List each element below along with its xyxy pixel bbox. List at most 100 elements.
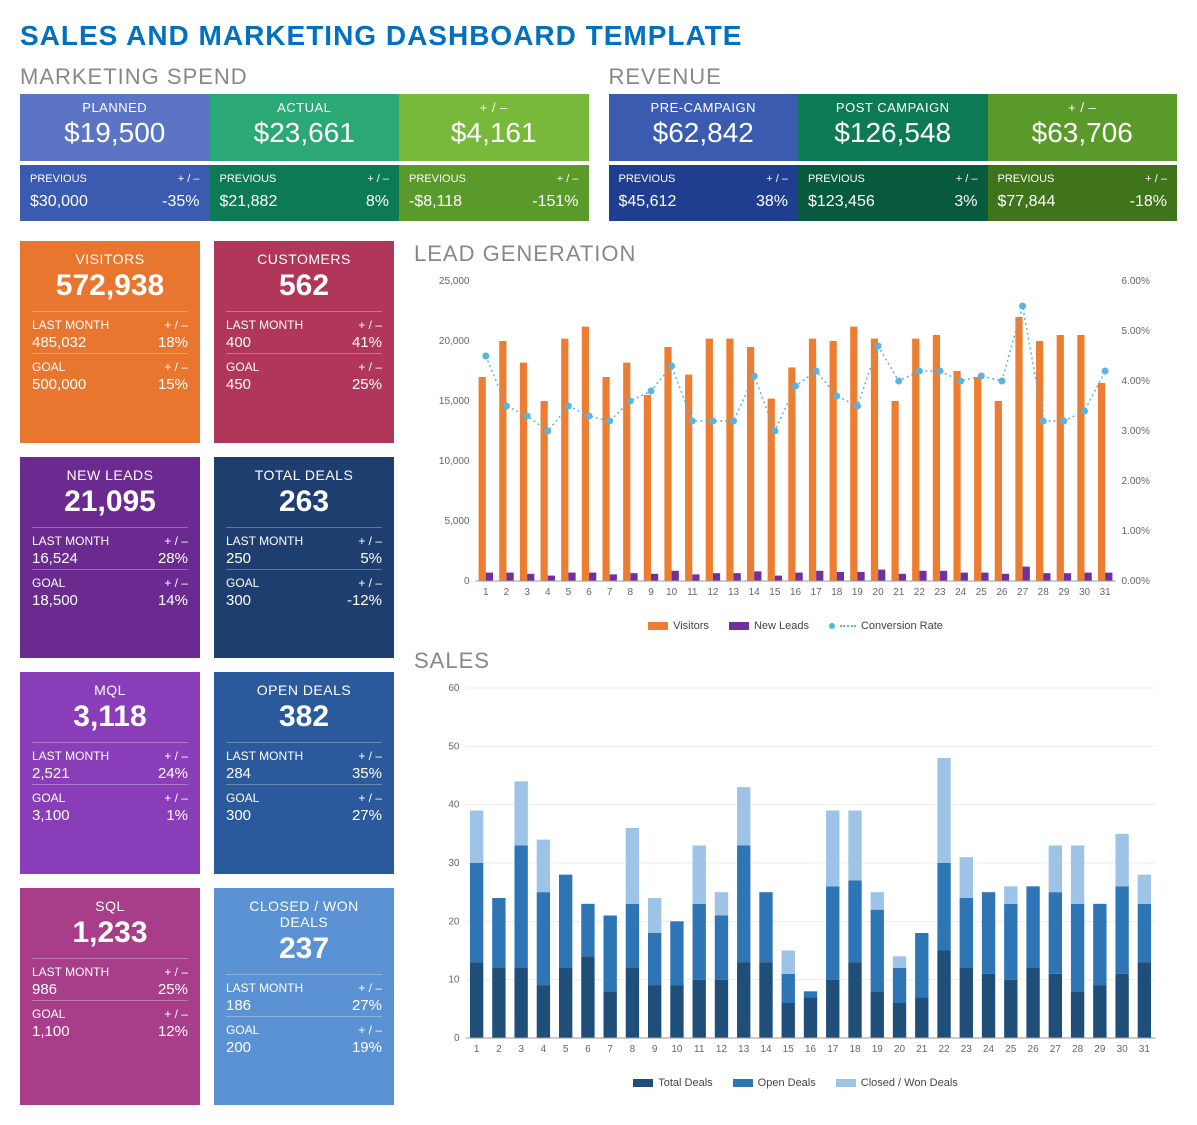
svg-text:3: 3 (518, 1044, 524, 1055)
last-month-label: LAST MONTH (226, 981, 303, 995)
svg-text:3: 3 (524, 587, 530, 598)
revenue-title: REVENUE (609, 64, 1178, 90)
svg-text:30: 30 (1117, 1044, 1129, 1055)
svg-text:16: 16 (805, 1044, 817, 1055)
revenue-prev-2: $77,844 (998, 193, 1056, 211)
svg-text:1: 1 (474, 1044, 480, 1055)
svg-text:13: 13 (728, 587, 740, 598)
kpi-last: 284 (226, 765, 303, 782)
svg-text:2: 2 (496, 1044, 502, 1055)
kpi-title: TOTAL DEALS (226, 467, 382, 483)
previous-label: PREVIOUS (220, 173, 277, 185)
sales-title: SALES (414, 648, 1177, 674)
previous-label: PREVIOUS (619, 173, 676, 185)
kpi-goal-delta: 14% (158, 592, 188, 609)
kpi-card-visitors: VISITORS 572,938 LAST MONTH485,032+ / –1… (20, 241, 200, 443)
kpi-goal: 1,100 (32, 1023, 70, 1040)
revenue-card-2: + / – $63,706 (988, 94, 1178, 161)
lead-generation-chart: 05,00010,00015,00020,00025,0000.00%1.00%… (414, 271, 1177, 611)
svg-text:9: 9 (652, 1044, 658, 1055)
kpi-title: MQL (32, 682, 188, 698)
svg-text:5: 5 (566, 587, 572, 598)
last-month-label: LAST MONTH (32, 965, 109, 979)
marketing-card-0: PLANNED $19,500 (20, 94, 210, 161)
svg-text:2.00%: 2.00% (1122, 476, 1150, 487)
svg-text:11: 11 (694, 1044, 705, 1055)
kpi-value: 1,233 (32, 916, 188, 950)
svg-text:22: 22 (938, 1044, 950, 1055)
svg-text:5,000: 5,000 (444, 516, 469, 527)
marketing-sub-2: PREVIOUS-$8,118 + / –-151% (399, 165, 589, 221)
svg-text:7: 7 (607, 1044, 613, 1055)
svg-text:25: 25 (1005, 1044, 1017, 1055)
delta-label: + / – (164, 749, 188, 763)
svg-text:23: 23 (934, 587, 946, 598)
kpi-value: 21,095 (32, 485, 188, 519)
svg-text:29: 29 (1058, 587, 1070, 598)
lead-gen-title: LEAD GENERATION (414, 241, 1177, 267)
svg-text:24: 24 (955, 587, 967, 598)
revenue-card-0: PRE-CAMPAIGN $62,842 (609, 94, 799, 161)
svg-text:25: 25 (976, 587, 988, 598)
svg-text:4.00%: 4.00% (1122, 376, 1150, 387)
kpi-last: 986 (32, 981, 109, 998)
kpi-value: 382 (226, 700, 382, 734)
delta-label: + / – (358, 981, 382, 995)
svg-text:60: 60 (448, 683, 460, 694)
delta-label: + / – (358, 749, 382, 763)
last-month-label: LAST MONTH (32, 749, 109, 763)
revenue-value-1: $126,548 (808, 117, 978, 149)
lead-gen-legend: Visitors New Leads Conversion Rate (414, 620, 1177, 632)
kpi-last: 485,032 (32, 334, 109, 351)
kpi-card-new-leads: NEW LEADS 21,095 LAST MONTH16,524+ / –28… (20, 457, 200, 659)
svg-text:20: 20 (448, 916, 460, 927)
delta-label: + / – (164, 360, 188, 374)
svg-text:1: 1 (483, 587, 489, 598)
revenue-label-2: + / – (998, 100, 1168, 115)
revenue-label-1: POST CAMPAIGN (808, 100, 978, 115)
kpi-goal-delta: 25% (352, 376, 382, 393)
delta-label: + / – (358, 576, 382, 590)
kpi-goal: 500,000 (32, 376, 86, 393)
kpi-title: SQL (32, 898, 188, 914)
marketing-spend-title: MARKETING SPEND (20, 64, 589, 90)
kpi-goal-delta: -12% (347, 592, 382, 609)
svg-text:6: 6 (585, 1044, 591, 1055)
marketing-delta-0: -35% (162, 193, 199, 211)
delta-label: + / – (164, 965, 188, 979)
kpi-grid: VISITORS 572,938 LAST MONTH485,032+ / –1… (20, 241, 394, 1105)
kpi-goal: 450 (226, 376, 259, 393)
svg-text:5.00%: 5.00% (1122, 326, 1150, 337)
goal-label: GOAL (32, 576, 78, 590)
revenue-value-2: $63,706 (998, 117, 1168, 149)
kpi-card-mql: MQL 3,118 LAST MONTH2,521+ / –24% GOAL3,… (20, 672, 200, 874)
legend-new-leads: New Leads (729, 620, 809, 632)
svg-text:15: 15 (769, 587, 781, 598)
marketing-value-1: $23,661 (220, 117, 390, 149)
svg-text:14: 14 (760, 1044, 772, 1055)
revenue-sub-2: PREVIOUS$77,844 + / –-18% (988, 165, 1178, 221)
kpi-title: CLOSED / WON DEALS (226, 898, 382, 930)
goal-label: GOAL (32, 360, 86, 374)
svg-text:10,000: 10,000 (439, 456, 470, 467)
revenue-block: REVENUE PRE-CAMPAIGN $62,842 POST CAMPAIG… (609, 64, 1178, 221)
previous-label: PREVIOUS (30, 173, 87, 185)
kpi-last: 16,524 (32, 550, 109, 567)
svg-text:6: 6 (586, 587, 592, 598)
delta-label: + / – (956, 173, 978, 185)
revenue-delta-2: -18% (1130, 193, 1167, 211)
svg-text:16: 16 (790, 587, 802, 598)
delta-label: + / – (367, 173, 389, 185)
delta-label: + / – (178, 173, 200, 185)
last-month-label: LAST MONTH (32, 318, 109, 332)
last-month-label: LAST MONTH (226, 318, 303, 332)
marketing-card-1: ACTUAL $23,661 (210, 94, 400, 161)
revenue-label-0: PRE-CAMPAIGN (619, 100, 789, 115)
kpi-value: 237 (226, 932, 382, 966)
body-row: VISITORS 572,938 LAST MONTH485,032+ / –1… (20, 241, 1177, 1105)
delta-label: + / – (164, 534, 188, 548)
revenue-delta-0: 38% (756, 193, 788, 211)
dashboard-title: SALES AND MARKETING DASHBOARD TEMPLATE (20, 20, 1177, 52)
kpi-last-delta: 27% (352, 997, 382, 1014)
svg-text:26: 26 (996, 587, 1008, 598)
